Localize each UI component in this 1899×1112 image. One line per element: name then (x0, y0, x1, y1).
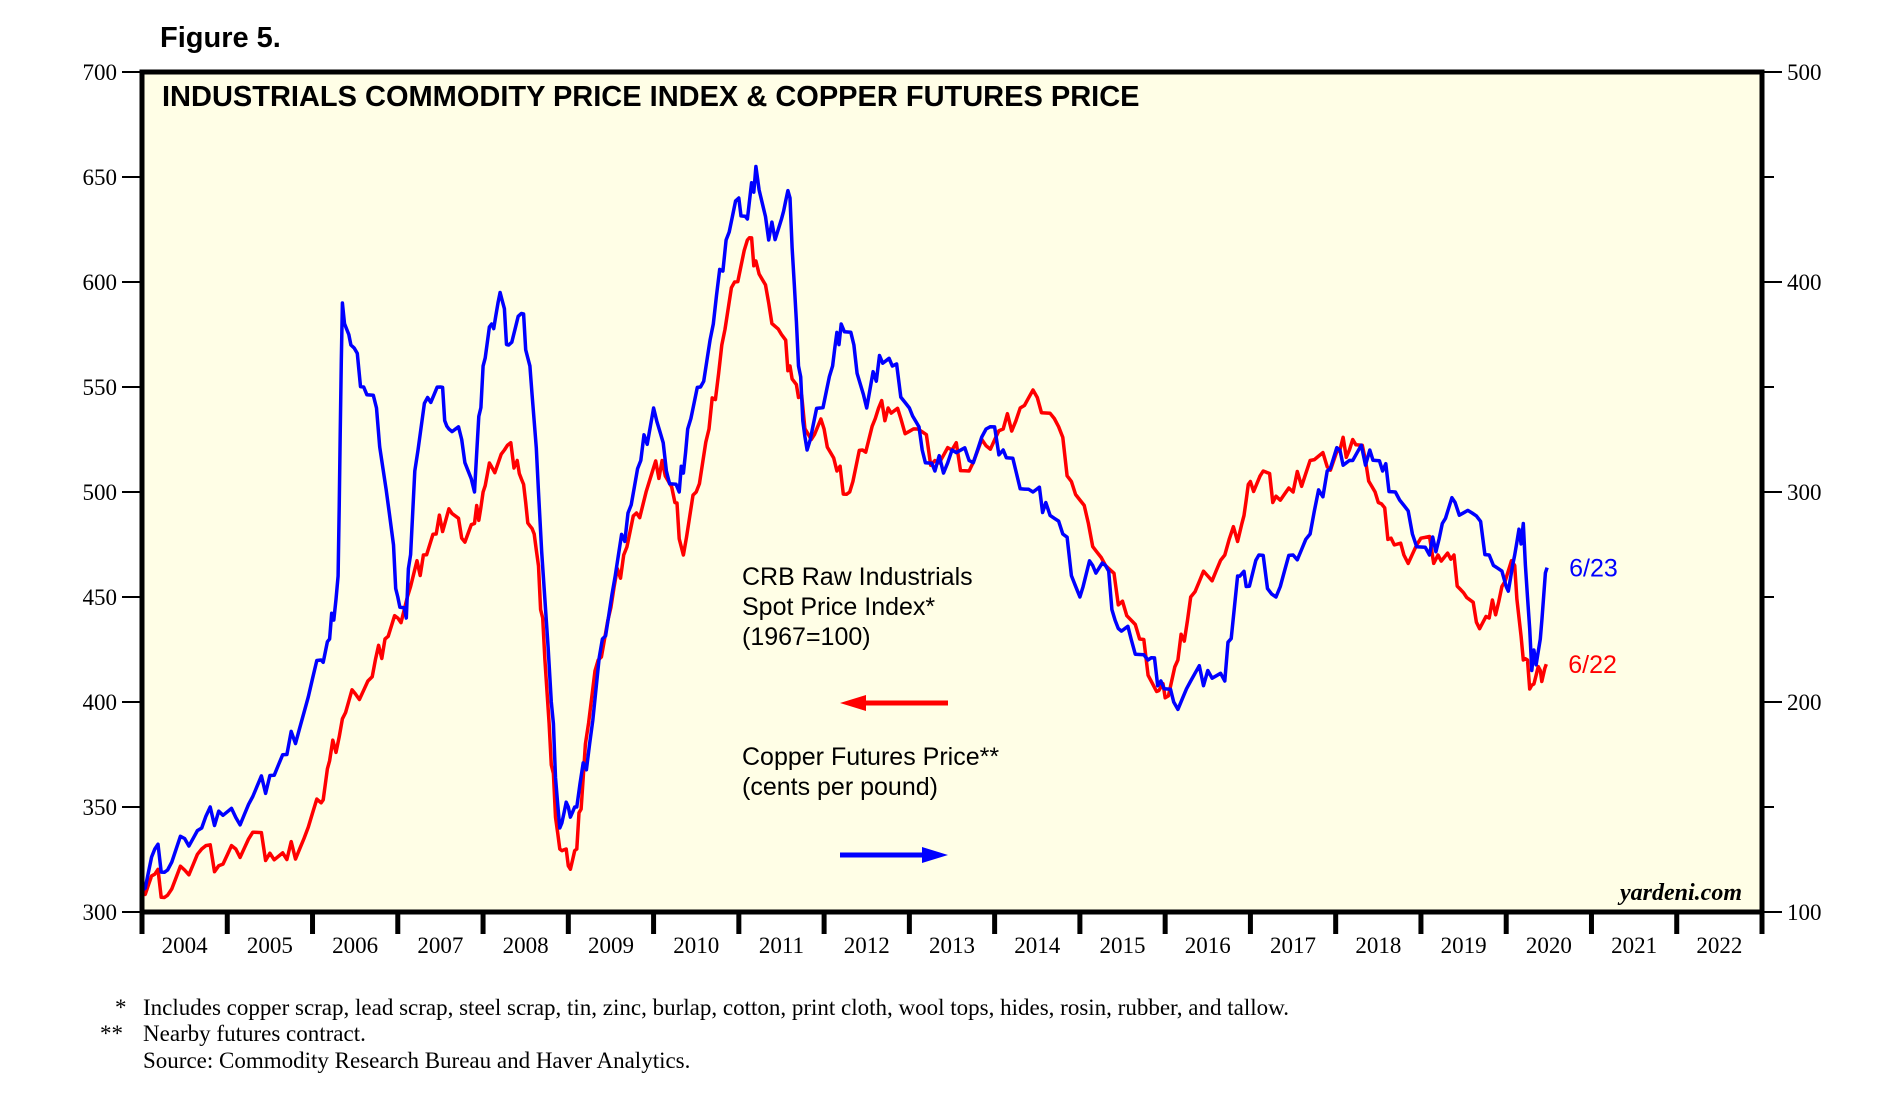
source-text: Source: Commodity Research Bureau and Ha… (143, 1048, 691, 1073)
x-tick-label: 2012 (844, 933, 890, 958)
copper-price-line (140, 164, 1549, 893)
x-tick-label: 2015 (1100, 933, 1146, 958)
x-tick-label: 2007 (417, 933, 463, 958)
footnote-mark: ** (100, 1021, 123, 1046)
chart-title: INDUSTRIALS COMMODITY PRICE INDEX & COPP… (162, 81, 1140, 113)
figure-label: Figure 5. (160, 22, 281, 54)
right-tick-label: 200 (1787, 690, 1822, 715)
left-tick-label: 300 (83, 900, 118, 925)
left-tick-label: 700 (83, 60, 118, 85)
x-tick-label: 2009 (588, 933, 634, 958)
x-tick-label: 2004 (162, 933, 209, 958)
x-tick-label: 2008 (503, 933, 549, 958)
x-tick-label: 2022 (1696, 933, 1742, 958)
left-tick-label: 650 (83, 165, 118, 190)
left-tick-label: 550 (83, 375, 118, 400)
x-tick-label: 2021 (1611, 933, 1657, 958)
right-tick-label: 400 (1787, 270, 1822, 295)
left-tick-label: 400 (83, 690, 118, 715)
x-tick-label: 2020 (1526, 933, 1572, 958)
footnote-text: Includes copper scrap, lead scrap, steel… (143, 995, 1289, 1020)
x-tick-label: 2005 (247, 933, 293, 958)
left-tick-label: 450 (83, 585, 118, 610)
x-tick-label: 2014 (1014, 933, 1061, 958)
legend-text: CRB Raw Industrials (742, 563, 973, 591)
crb-end-label: 6/22 (1568, 651, 1617, 679)
legend-text: Spot Price Index* (742, 593, 935, 621)
x-tick-label: 2006 (332, 933, 378, 958)
series-layer: 6/22 6/23 (140, 164, 1618, 900)
right-tick-label: 300 (1787, 480, 1822, 505)
right-tick-label: 500 (1787, 60, 1822, 85)
source-note: yardeni.com (1617, 880, 1742, 906)
x-tick-label: 2018 (1355, 933, 1401, 958)
footnote-mark: * (115, 995, 127, 1020)
left-tick-label: 500 (83, 480, 118, 505)
x-tick-label: 2017 (1270, 933, 1316, 958)
x-tick-label: 2010 (673, 933, 719, 958)
x-axis: 2004 2005 2006 2007 2008 2009 2010 2011 2012 2013… (139, 912, 1765, 958)
plot-frame (139, 69, 1765, 915)
footnote-text: Nearby futures contract. (143, 1021, 366, 1046)
left-tick-label: 350 (83, 795, 118, 820)
x-tick-label: 2013 (929, 933, 975, 958)
copper-end-label: 6/23 (1569, 555, 1618, 583)
legend-text: Copper Futures Price** (742, 743, 999, 771)
right-axis: 100 200 300 400 500 (1762, 60, 1822, 925)
legend-text: (1967=100) (742, 623, 871, 651)
arrow-head-icon (922, 847, 948, 863)
x-tick-label: 2011 (759, 933, 804, 958)
legend-text: (cents per pound) (742, 773, 938, 801)
x-tick-label: 2016 (1185, 933, 1231, 958)
right-tick-label: 100 (1787, 900, 1822, 925)
left-axis: 300 350 400 450 500 550 600 650 700 (83, 60, 142, 925)
x-tick-label: 2019 (1441, 933, 1487, 958)
arrow-head-icon (840, 695, 866, 711)
left-tick-label: 600 (83, 270, 118, 295)
